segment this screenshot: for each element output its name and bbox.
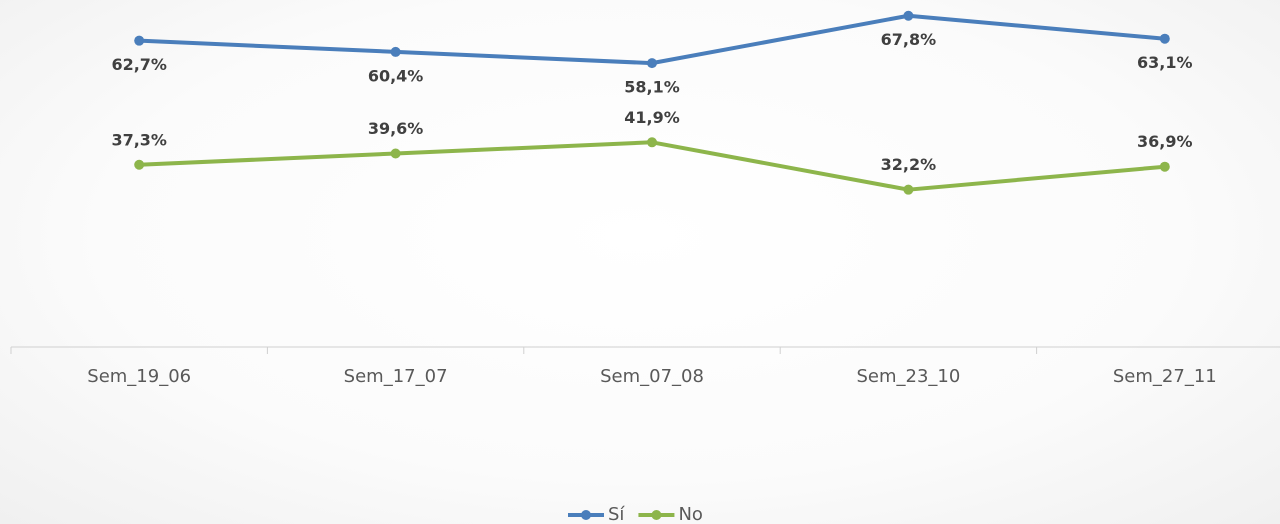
x-tick-label: Sem_17_07: [344, 366, 448, 387]
data-label: 60,4%: [368, 66, 424, 85]
data-label: 36,9%: [1137, 132, 1193, 151]
legend-marker: [651, 510, 662, 520]
data-point: [134, 159, 145, 170]
data-label: 32,2%: [881, 155, 937, 174]
data-label: 58,1%: [624, 78, 680, 97]
data-point: [390, 148, 401, 159]
data-label: 39,6%: [368, 119, 424, 138]
data-label: 63,1%: [1137, 53, 1193, 72]
x-tick-label: Sem_27_11: [1113, 366, 1217, 387]
data-point: [903, 10, 914, 21]
series-line: [139, 13, 1165, 66]
data-point: [1159, 33, 1170, 44]
legend-label: No: [678, 504, 702, 524]
data-label: 37,3%: [111, 130, 167, 149]
x-tick-label: Sem_19_06: [87, 366, 191, 387]
data-point: [647, 58, 657, 69]
data-point: [647, 137, 657, 148]
data-label: 67,8%: [881, 30, 937, 49]
data-point: [1159, 161, 1170, 172]
x-tick-label: Sem_23_10: [856, 366, 960, 387]
legend-label: Sí: [608, 504, 625, 524]
x-tick-label: Sem_07_08: [600, 366, 704, 387]
data-point: [390, 46, 401, 57]
data-point: [903, 184, 914, 195]
legend-marker: [581, 510, 591, 520]
data-label: 41,9%: [624, 108, 680, 127]
data-label: 62,7%: [111, 55, 167, 74]
series-line: [139, 140, 1165, 192]
data-point: [134, 35, 145, 46]
